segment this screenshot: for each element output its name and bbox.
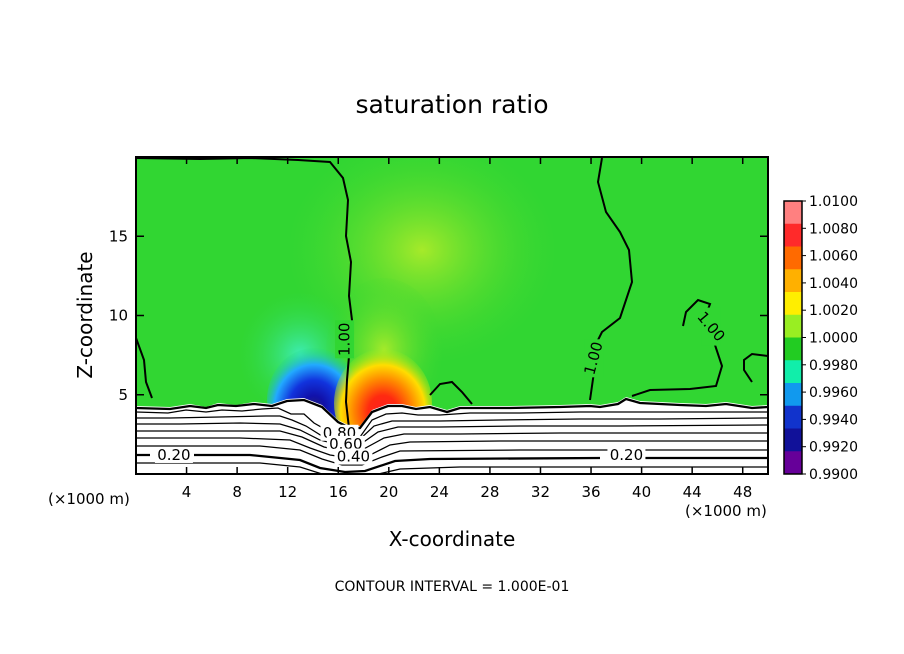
colorbar-label: 0.9960 [809,385,858,401]
chart-title: saturation ratio [355,90,548,119]
y-axis-ticks: 5 10 15 [109,227,768,404]
contour-label-knockout [335,320,355,359]
contour-label-knockout [334,448,373,465]
x-tick-label: 44 [683,483,702,501]
contour-label-knockout [701,307,721,346]
y-axis-label: Z-coordinate [73,251,97,378]
x-tick-label: 8 [232,483,242,501]
x-tick-label: 28 [480,483,499,501]
colorbar-label: 1.0020 [809,303,858,319]
x-tick-label: 4 [182,483,192,501]
contour-label-knockout [154,446,193,463]
x-tick-label: 16 [329,483,348,501]
colorbar-label: 1.0040 [809,276,858,292]
contour-label-knockout [326,435,365,452]
y-tick-label: 5 [118,386,128,404]
colorbar-swatch [784,428,802,452]
x-unit-label-left: (×1000 m) [48,490,130,508]
x-tick-label: 32 [531,483,550,501]
colorbar-swatch [784,269,802,293]
x-tick-label: 36 [581,483,600,501]
colorbar-swatch [784,405,802,429]
colorbar-swatch [784,201,802,225]
colorbar-swatch [784,451,802,475]
y-tick-label: 10 [109,307,128,325]
x-axis-label: X-coordinate [389,527,516,551]
y-tick-label: 15 [109,227,128,245]
contour-label-knockout [584,339,604,378]
colorbar-label: 0.9980 [809,358,858,374]
plot-area: 1.001.001.000.20 0.200.800.600.40 [136,157,768,474]
colorbar-swatch [784,223,802,247]
colorbar-swatch [784,360,802,384]
contour-label: 1.00 [336,323,354,356]
contour-label: 0.20 [610,446,643,464]
x-tick-label: 48 [733,483,752,501]
colorbar-swatch [784,383,802,407]
colorbar-label: 1.0100 [809,194,858,210]
x-tick-label: 40 [632,483,651,501]
colorbar-label: 0.9900 [809,467,858,483]
x-tick-label: 12 [278,483,297,501]
contour-interval-caption: CONTOUR INTERVAL = 1.000E-01 [335,579,570,595]
x-tick-label: 24 [430,483,449,501]
contour-label: 0.40 [337,448,370,466]
contour-label-knockout [607,446,646,463]
colorbar-label: 0.9920 [809,440,858,456]
x-unit-label-right: (×1000 m) [685,502,767,520]
colorbar-label: 0.9940 [809,412,858,428]
colorbar-label: 1.0080 [809,221,858,237]
colorbar-swatch [784,337,802,361]
colorbar-label: 1.0000 [809,331,858,347]
colorbar-swatch [784,246,802,270]
x-axis-ticks: 4 8 12 16 20 24 28 32 36 40 44 48 [182,157,752,501]
x-tick-label: 20 [379,483,398,501]
colorbar: 1.0100 1.0080 1.0060 1.0040 1.0020 1.0000 0.99… [783,194,858,483]
colorbar-swatch [784,292,802,316]
contour-label: 0.20 [157,446,190,464]
colorbar-label: 1.0060 [809,249,858,265]
colorbar-swatch [784,314,802,338]
contour-label: 0.60 [329,435,362,453]
